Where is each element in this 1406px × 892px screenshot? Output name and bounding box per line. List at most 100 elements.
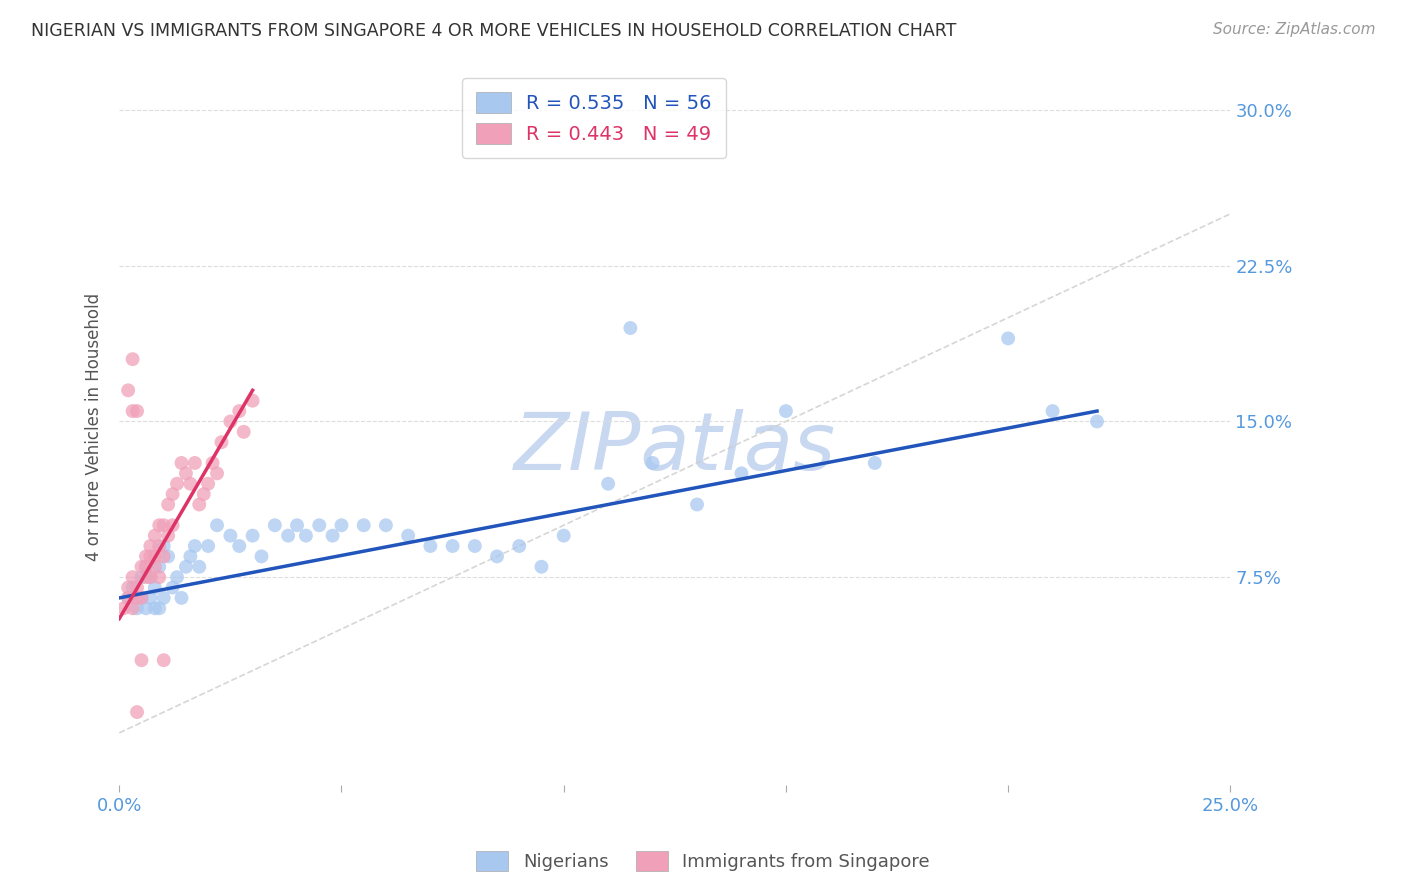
Point: [295, 528, 318, 542]
Text: ZIPatlas: ZIPatlas: [513, 409, 837, 487]
Point: [143, 559, 166, 574]
Point: [285, 518, 308, 533]
Point: [374, 518, 396, 533]
Point: [641, 456, 664, 470]
Point: [322, 528, 344, 542]
Point: [553, 528, 575, 542]
Point: [152, 549, 174, 564]
Point: [193, 487, 215, 501]
Point: [1042, 404, 1064, 418]
Point: [117, 384, 139, 398]
Point: [184, 539, 207, 553]
Point: [131, 591, 153, 605]
Point: [166, 570, 188, 584]
Point: [121, 570, 143, 584]
Point: [131, 653, 153, 667]
Point: [117, 591, 139, 605]
Point: [131, 559, 153, 574]
Point: [135, 559, 157, 574]
Point: [188, 498, 211, 512]
Point: [174, 467, 197, 481]
Point: [117, 591, 139, 605]
Point: [125, 705, 148, 719]
Point: [179, 549, 201, 564]
Point: [219, 414, 242, 428]
Point: [139, 570, 162, 584]
Point: [139, 549, 162, 564]
Point: [263, 518, 285, 533]
Point: [125, 404, 148, 418]
Point: [135, 570, 157, 584]
Point: [441, 539, 464, 553]
Point: [148, 559, 170, 574]
Point: [125, 591, 148, 605]
Point: [112, 601, 135, 615]
Point: [1085, 414, 1108, 428]
Point: [419, 539, 441, 553]
Point: [152, 653, 174, 667]
Point: [863, 456, 886, 470]
Point: [157, 549, 180, 564]
Point: [139, 570, 162, 584]
Point: [277, 528, 299, 542]
Point: [166, 476, 188, 491]
Point: [152, 539, 174, 553]
Point: [730, 467, 752, 481]
Point: [148, 539, 170, 553]
Point: [619, 321, 641, 335]
Point: [308, 518, 330, 533]
Point: [121, 352, 143, 367]
Point: [135, 601, 157, 615]
Point: [775, 404, 797, 418]
Point: [174, 559, 197, 574]
Point: [530, 559, 553, 574]
Point: [250, 549, 273, 564]
Point: [148, 601, 170, 615]
Point: [486, 549, 509, 564]
Point: [135, 559, 157, 574]
Point: [997, 331, 1019, 345]
Point: [121, 581, 143, 595]
Point: [152, 591, 174, 605]
Point: [162, 518, 184, 533]
Point: [148, 570, 170, 584]
Point: [121, 404, 143, 418]
Point: [139, 591, 162, 605]
Point: [131, 591, 153, 605]
Point: [121, 601, 143, 615]
Point: [353, 518, 375, 533]
Point: [148, 518, 170, 533]
Point: [205, 467, 228, 481]
Point: [188, 559, 211, 574]
Point: [508, 539, 530, 553]
Point: [131, 570, 153, 584]
Point: [184, 456, 207, 470]
Point: [197, 539, 219, 553]
Point: [162, 581, 184, 595]
Legend: R = 0.535   N = 56, R = 0.443   N = 49: R = 0.535 N = 56, R = 0.443 N = 49: [463, 78, 725, 158]
Point: [228, 404, 250, 418]
Point: [170, 456, 193, 470]
Point: [197, 476, 219, 491]
Point: [686, 498, 709, 512]
Point: [219, 528, 242, 542]
Text: Source: ZipAtlas.com: Source: ZipAtlas.com: [1212, 22, 1375, 37]
Point: [143, 581, 166, 595]
Point: [179, 476, 201, 491]
Y-axis label: 4 or more Vehicles in Household: 4 or more Vehicles in Household: [86, 293, 103, 561]
Text: NIGERIAN VS IMMIGRANTS FROM SINGAPORE 4 OR MORE VEHICLES IN HOUSEHOLD CORRELATIO: NIGERIAN VS IMMIGRANTS FROM SINGAPORE 4 …: [31, 22, 956, 40]
Point: [139, 539, 162, 553]
Point: [228, 539, 250, 553]
Point: [170, 591, 193, 605]
Point: [157, 528, 180, 542]
Point: [135, 549, 157, 564]
Point: [157, 498, 180, 512]
Point: [162, 487, 184, 501]
Point: [143, 601, 166, 615]
Point: [464, 539, 486, 553]
Point: [396, 528, 419, 542]
Point: [205, 518, 228, 533]
Point: [201, 456, 224, 470]
Legend: Nigerians, Immigrants from Singapore: Nigerians, Immigrants from Singapore: [468, 844, 938, 879]
Point: [232, 425, 254, 439]
